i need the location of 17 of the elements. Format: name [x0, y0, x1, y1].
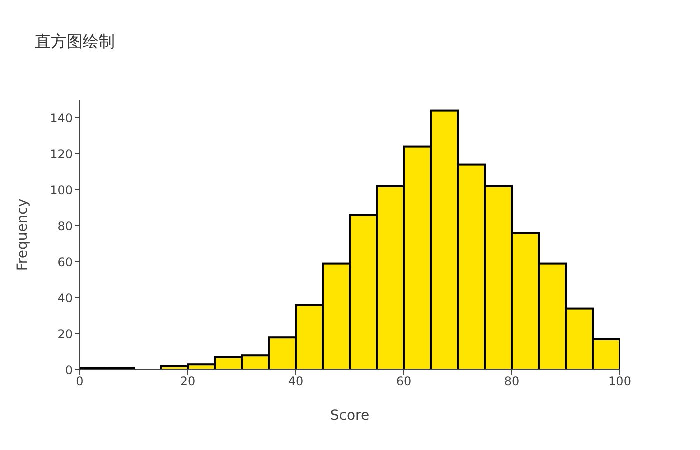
y-tick-label: 100: [50, 183, 73, 198]
y-axis-title: Frequency: [14, 198, 31, 272]
chart-title: 直方图绘制: [35, 32, 115, 53]
y-tick-label: 80: [58, 219, 73, 234]
y-tick-label: 0: [65, 363, 73, 378]
x-tick-label: 60: [396, 374, 412, 389]
y-tick-label: 120: [50, 147, 73, 162]
y-tick-label: 20: [58, 327, 73, 342]
x-axis-title: Score: [330, 408, 370, 424]
x-tick-label: 20: [180, 374, 196, 389]
y-tick-label: 40: [58, 291, 73, 306]
x-tick-label: 80: [504, 374, 520, 389]
y-tick-label: 60: [58, 255, 73, 270]
y-tick-label: 140: [50, 111, 73, 126]
x-tick-label: 40: [288, 374, 304, 389]
x-tick-label: 0: [76, 374, 84, 389]
x-tick-label: 100: [608, 374, 632, 389]
